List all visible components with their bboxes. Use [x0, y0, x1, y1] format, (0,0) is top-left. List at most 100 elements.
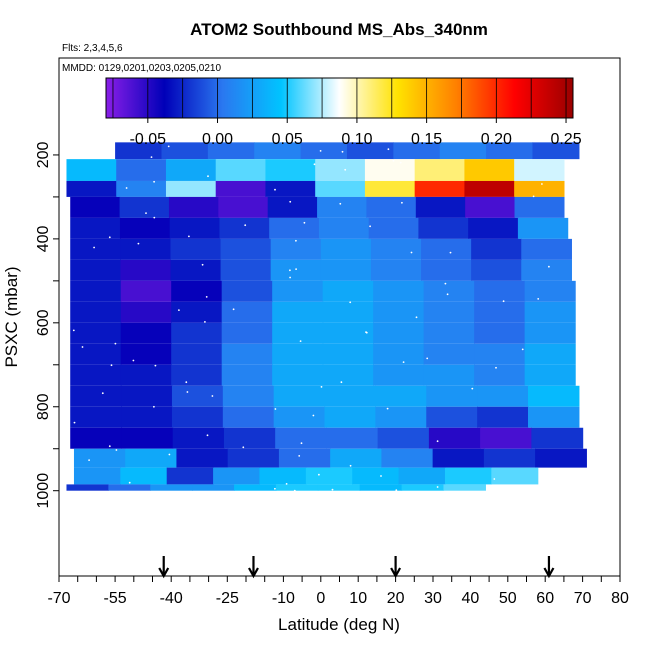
sample-dot	[436, 486, 439, 488]
sample-dot	[349, 301, 352, 304]
heatmap-cell	[464, 159, 515, 181]
sample-dot	[344, 168, 347, 171]
heatmap-cell	[414, 159, 466, 181]
heatmap-cell	[477, 406, 529, 428]
heatmap-cell	[176, 448, 229, 468]
heatmap-cell	[317, 484, 361, 491]
heatmap-cell	[66, 159, 117, 181]
sample-dot	[101, 392, 104, 395]
flight-arrows	[158, 556, 555, 579]
sample-dot	[186, 391, 189, 393]
flights-note: Flts: 2,3,4,5,6	[62, 43, 123, 54]
colorbar-tick-label: 0.15	[411, 131, 442, 148]
heatmap-cell	[121, 406, 173, 428]
heatmap-cell	[364, 159, 416, 181]
heatmap-cell	[272, 280, 324, 302]
sample-dot	[365, 331, 368, 334]
heatmap-cell	[468, 217, 519, 239]
heatmap-cell	[166, 467, 214, 485]
sample-dot	[303, 221, 306, 224]
sample-dot	[299, 340, 302, 342]
heatmap-cell	[401, 484, 445, 491]
heatmap-cell	[480, 427, 532, 449]
heatmap-cell	[474, 343, 526, 365]
heatmap-cell	[414, 180, 466, 197]
sample-dot	[312, 414, 315, 417]
sample-dot	[298, 455, 301, 457]
sample-dot	[154, 364, 157, 367]
heatmap-cell	[373, 343, 425, 365]
heatmap-cell	[423, 343, 475, 365]
sample-dot	[72, 329, 75, 332]
heatmap-cell	[171, 364, 223, 386]
sample-dot	[436, 440, 439, 443]
sample-dot	[521, 348, 524, 351]
colorbar-tick-label: 0.25	[550, 131, 581, 148]
sample-dot	[153, 405, 155, 408]
heatmap-cell	[521, 238, 572, 260]
heatmap-cell	[116, 159, 167, 181]
sample-dot	[211, 395, 214, 397]
sample-dot	[185, 381, 188, 384]
heatmap-cell	[70, 196, 121, 218]
heatmap-cell	[528, 406, 580, 428]
heatmap-cell	[524, 322, 576, 344]
heatmap-cell	[426, 406, 478, 428]
x-tick-label: 50	[499, 590, 517, 607]
heatmap-cell	[171, 406, 224, 428]
sample-dot	[313, 163, 316, 166]
heatmap-cell	[219, 217, 270, 239]
sample-dot	[274, 487, 276, 490]
sample-dot	[495, 366, 497, 369]
heatmap-cell	[275, 484, 319, 491]
heatmap-cell	[70, 427, 123, 449]
heatmap-cell	[272, 322, 324, 344]
heatmap-cell	[221, 343, 273, 365]
sample-dot	[369, 225, 371, 228]
heatmap-cell	[373, 301, 425, 323]
x-tick-label: 80	[611, 590, 629, 607]
heatmap-cell	[265, 159, 316, 181]
heatmap-cell	[315, 159, 366, 181]
colorbar-gradient	[105, 77, 574, 119]
heatmap-cell	[207, 142, 255, 160]
sample-dot	[178, 309, 180, 311]
sample-dot	[386, 407, 389, 410]
heatmap-cell	[218, 196, 269, 218]
x-tick-label: -70	[47, 590, 70, 607]
sample-dot	[493, 478, 496, 480]
heatmap-cell	[322, 280, 374, 302]
heatmap-cell	[165, 180, 217, 197]
sample-dot	[274, 188, 276, 191]
flight-arrow	[158, 556, 170, 579]
heatmap-cell	[398, 467, 446, 485]
heatmap-cell	[70, 280, 122, 302]
heatmap-cell	[121, 427, 174, 449]
heatmap-cell	[171, 322, 223, 344]
heatmap-cell	[171, 343, 223, 365]
heatmap-cell	[324, 385, 376, 407]
flight-arrow	[248, 556, 259, 579]
sample-dot	[380, 475, 382, 477]
heatmap-cell	[222, 406, 275, 428]
heatmap-cell	[423, 301, 475, 323]
heatmap-cell	[317, 196, 368, 218]
heatmap-cell	[119, 196, 170, 218]
sample-dot	[145, 212, 147, 215]
heatmap-cell	[375, 406, 427, 428]
heatmap-cell	[70, 343, 122, 365]
heatmap-cell	[73, 467, 121, 485]
sample-dot	[153, 180, 156, 183]
heatmap-cell	[517, 217, 569, 239]
sample-dot	[167, 145, 170, 148]
heatmap-cell	[322, 343, 374, 365]
heatmap-cell	[377, 427, 430, 449]
sample-dot	[349, 464, 352, 467]
heatmap-cell	[423, 280, 475, 302]
sample-dot	[532, 195, 535, 198]
sample-dot	[274, 408, 277, 410]
sample-dot	[108, 236, 111, 239]
heatmap-cell	[326, 427, 379, 449]
heatmap-cell	[322, 364, 374, 386]
sample-dots	[72, 145, 550, 492]
